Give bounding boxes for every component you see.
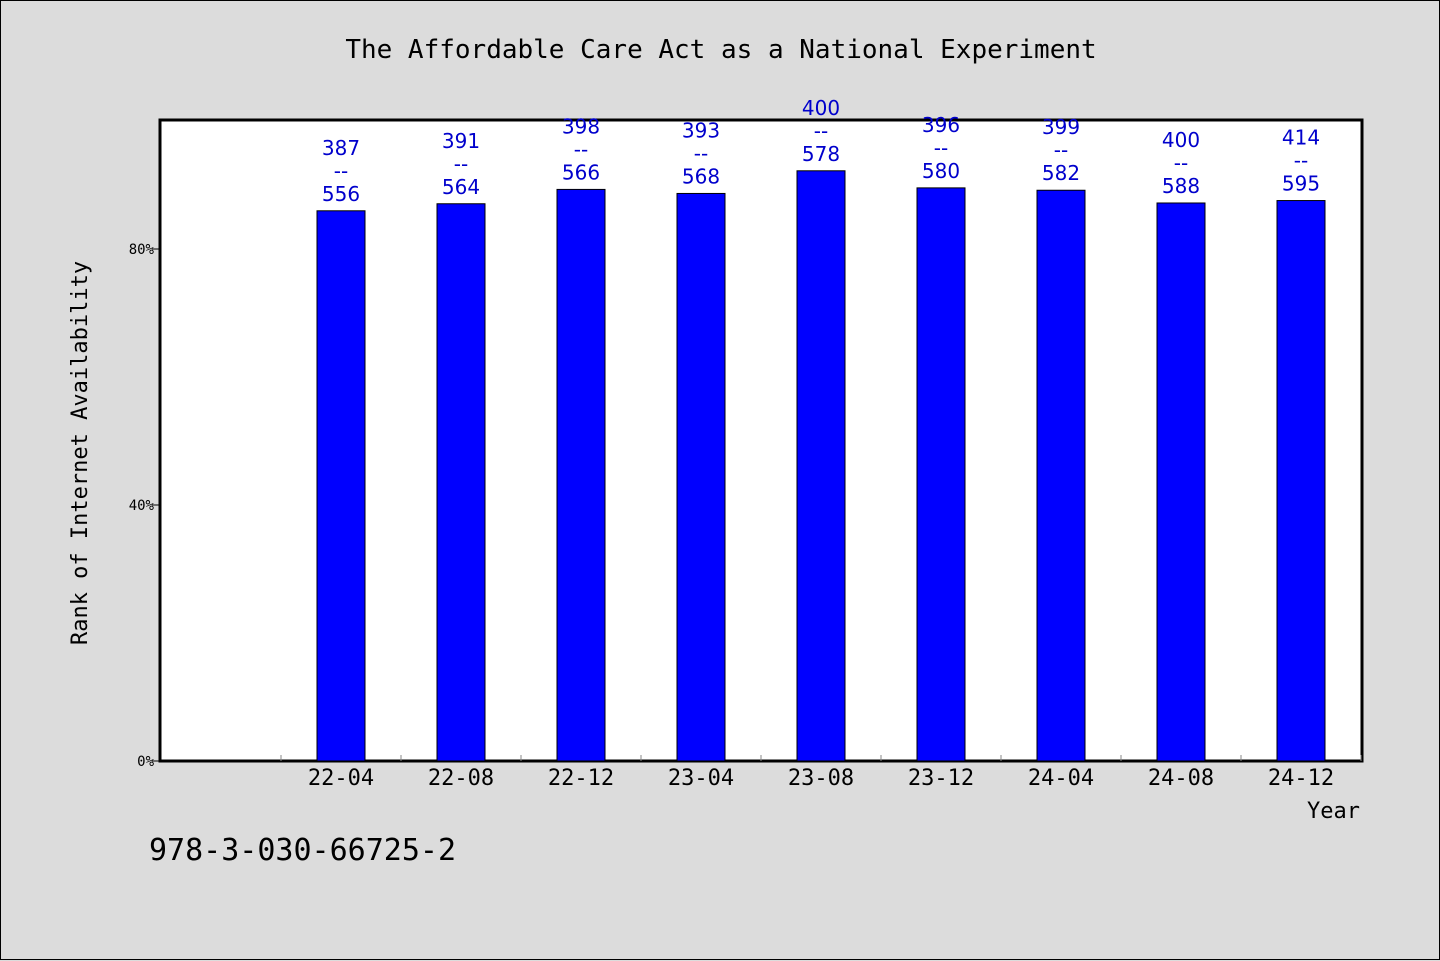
bar-data-label-line: 400 [1162,128,1200,152]
bar-data-label: 414 --595 [1282,126,1320,196]
bar-data-label-line: 588 [1162,174,1200,198]
x-tick-label: 24-12 [1268,766,1334,791]
bar-data-label-line: 393 [682,118,720,142]
bar [916,187,966,762]
x-tick-label: 24-04 [1028,766,1094,791]
y-tick-label: 0% [137,754,154,770]
footer-isbn: 978-3-030-66725-2 [149,833,457,868]
bar-data-label: 399 --582 [1042,115,1080,185]
bar-data-label: 396 --580 [922,113,960,183]
bar-data-label-line: 399 [1042,115,1080,139]
y-axis: 0% 40% 80% [129,242,160,770]
bar-data-label-line: -- [1294,149,1308,173]
bar-data-label-line: 568 [682,164,720,188]
y-tick-label: 80% [129,242,155,258]
bar-data-label-line: 387 [322,136,360,160]
bar-data-label-line: 396 [922,113,960,137]
bar [1276,200,1326,762]
y-axis-label: Rank of Internet Availability [68,261,93,645]
bar-data-label-line: -- [334,159,348,183]
bar [1036,189,1086,762]
x-tick-label: 23-04 [668,766,734,791]
bar-data-label-line: 400 [802,96,840,120]
x-axis: 22-04 22-08 22-12 23-04 23-08 23-12 24-04 24-08… [280,755,1362,791]
bar-data-label: 393 --568 [682,118,720,188]
bar-data-label-line: -- [814,119,828,143]
bar [556,188,606,762]
x-tick-label: 23-12 [908,766,974,791]
bar [676,192,726,762]
bar [1156,202,1206,762]
bar-data-label-line: -- [454,152,468,176]
bar-data-label-line: 595 [1282,172,1320,196]
bar-data-label: 391 --564 [442,129,480,199]
bar-data-label: 398 --566 [562,114,600,184]
bar-data-label: 387 --556 [322,136,360,206]
bar-data-label-line: 580 [922,159,960,183]
x-tick-label: 22-12 [548,766,614,791]
x-tick-label: 23-08 [788,766,854,791]
bar [436,203,486,762]
bar-data-label-line: 391 [442,129,480,153]
bar-data-label-line: 566 [562,160,600,184]
bar-data-label-line: -- [694,141,708,165]
bar-data-label-line: -- [574,137,588,161]
bar-data-label-line: 578 [802,142,840,166]
bar-data-label-line: -- [1174,151,1188,175]
bar-data-label-line: 398 [562,114,600,138]
chart-title: The Affordable Care Act as a National Ex… [345,35,1097,65]
bar-data-label-line: -- [1054,138,1068,162]
bar-data-label-line: 564 [442,175,480,199]
bar-data-label: 400 --578 [802,96,840,166]
y-tick-label: 40% [129,498,155,514]
bar-data-label: 400 --588 [1162,128,1200,198]
x-tick-label: 22-08 [428,766,494,791]
bar-data-label-line: 556 [322,182,360,206]
x-tick-label: 22-04 [308,766,374,791]
bar-data-label-line: 414 [1282,126,1320,150]
bar-data-label-line: 582 [1042,161,1080,185]
x-tick-label: 24-08 [1148,766,1214,791]
bar [316,210,366,762]
bars [316,170,1326,762]
bar-data-label-line: -- [934,136,948,160]
x-axis-label: Year [1307,799,1360,824]
bar [796,170,846,762]
